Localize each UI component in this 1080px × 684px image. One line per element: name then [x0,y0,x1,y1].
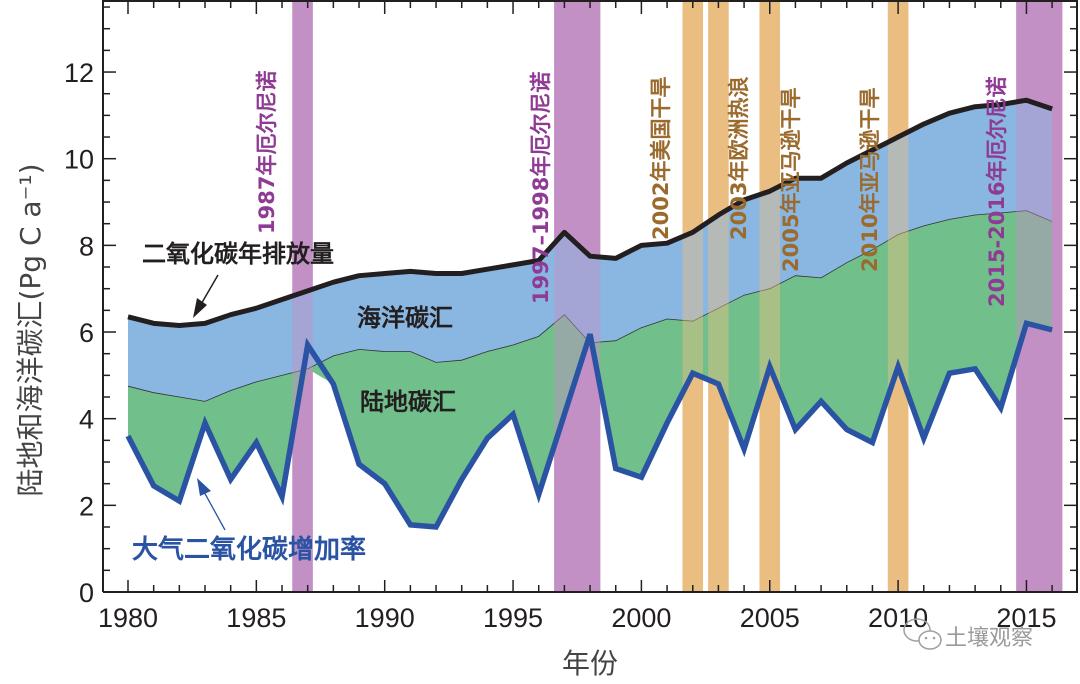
event-label-el-nino: 2015-2016年厄尔尼诺 [985,76,1009,307]
emissions-arrow [193,274,219,318]
land-sink-annotation: 陆地碳汇 [360,387,456,416]
wechat-icon [903,618,942,650]
x-tick-label: 2005 [740,603,800,633]
y-tick-label: 8 [79,231,94,261]
emissions-annotation: 二氧化碳年排放量 [142,239,334,268]
event-label-drought: 2002年美国干旱 [649,77,673,240]
y-tick-label: 2 [79,491,94,521]
y-tick-label: 0 [79,578,94,608]
event-label-el-nino: 1987年厄尔尼诺 [255,71,279,234]
y-tick-labels: 0 2 4 6 8 10 12 [64,58,94,608]
ocean-sink-area [128,100,1053,402]
land-sink-area [128,210,1053,528]
y-axis-title: 陆地和海洋碳汇(Pg C a⁻¹) [14,163,47,496]
y-tick-label: 6 [79,318,94,348]
event-label-drought: 2010年亚马逊干旱 [858,88,882,272]
event-band-overlay-el-nino [1016,2,1063,592]
event-band-overlay-drought [759,2,781,592]
atmospheric-growth-arrow [197,478,226,531]
emissions-line [127,97,1053,329]
event-band-overlay-drought [682,2,704,592]
x-tick-label: 1985 [226,603,286,633]
event-band-overlays [292,2,1063,592]
y-tick-label: 12 [64,58,94,88]
event-band-overlay-el-nino [292,2,313,592]
event-band-overlay-heatwave [708,2,729,592]
x-tick-label: 2000 [611,603,671,633]
event-band-overlay-drought [887,2,909,592]
atmospheric-growth-line [125,320,1053,530]
x-tick-labels: 1980 1985 1990 1995 2000 2005 2010 2015 [98,603,1057,633]
ocean-sink-annotation: 海洋碳汇 [357,303,453,332]
watermark-text: 土壤观察 [945,626,1033,651]
x-tick-label: 2015 [996,603,1056,633]
ticks [103,2,1077,592]
x-tick-label: 1980 [98,603,158,633]
y-tick-label: 10 [64,145,94,175]
event-labels: 1987年厄尔尼诺 1997–1998年厄尔尼诺 2002年美国干旱 2003年欧洲热… [255,71,1009,307]
y-tick-label: 4 [79,405,94,435]
x-axis-title: 年份 [562,647,618,680]
watermark: 土壤观察 [903,618,1033,651]
event-band-overlay-el-nino [554,2,601,592]
event-label-el-nino: 1997–1998年厄尔尼诺 [529,72,553,304]
event-label-heatwave: 2003年欧洲热浪 [727,77,751,240]
x-tick-label: 2010 [868,603,928,633]
event-label-drought: 2005年亚马逊干旱 [779,88,803,272]
x-tick-label: 1995 [483,603,543,633]
atmospheric-growth-annotation: 大气二氧化碳增加率 [132,534,366,565]
x-tick-label: 1990 [355,603,415,633]
